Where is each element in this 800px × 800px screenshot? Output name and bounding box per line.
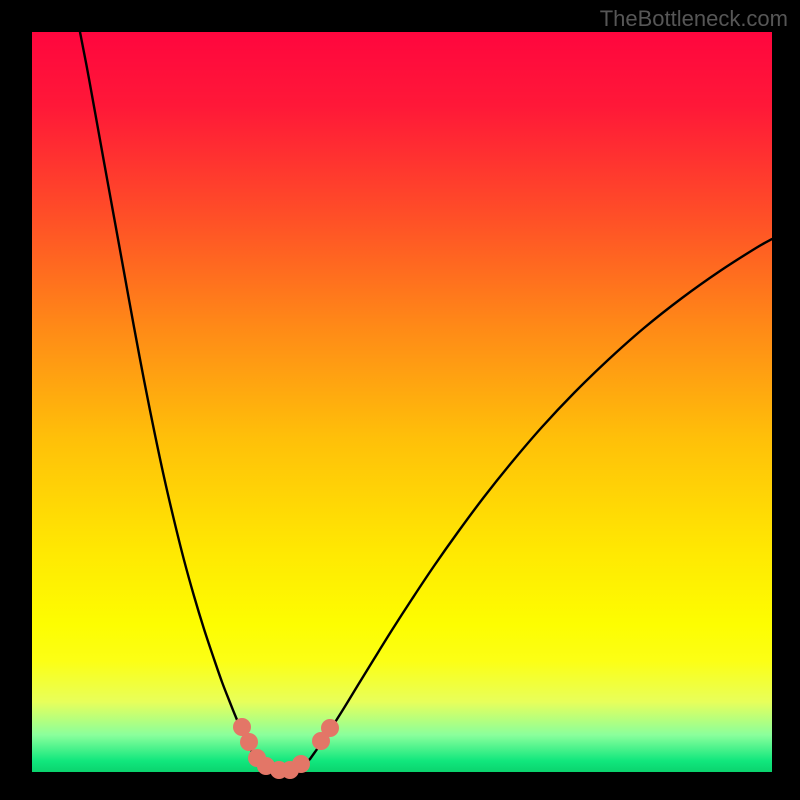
- curve-right: [310, 239, 772, 759]
- figure-canvas: TheBottleneck.com: [0, 0, 800, 800]
- watermark-text: TheBottleneck.com: [600, 6, 788, 32]
- valley-dot: [321, 719, 339, 737]
- valley-dot: [292, 755, 310, 773]
- curve-layer: [0, 0, 800, 800]
- curve-left: [80, 32, 257, 760]
